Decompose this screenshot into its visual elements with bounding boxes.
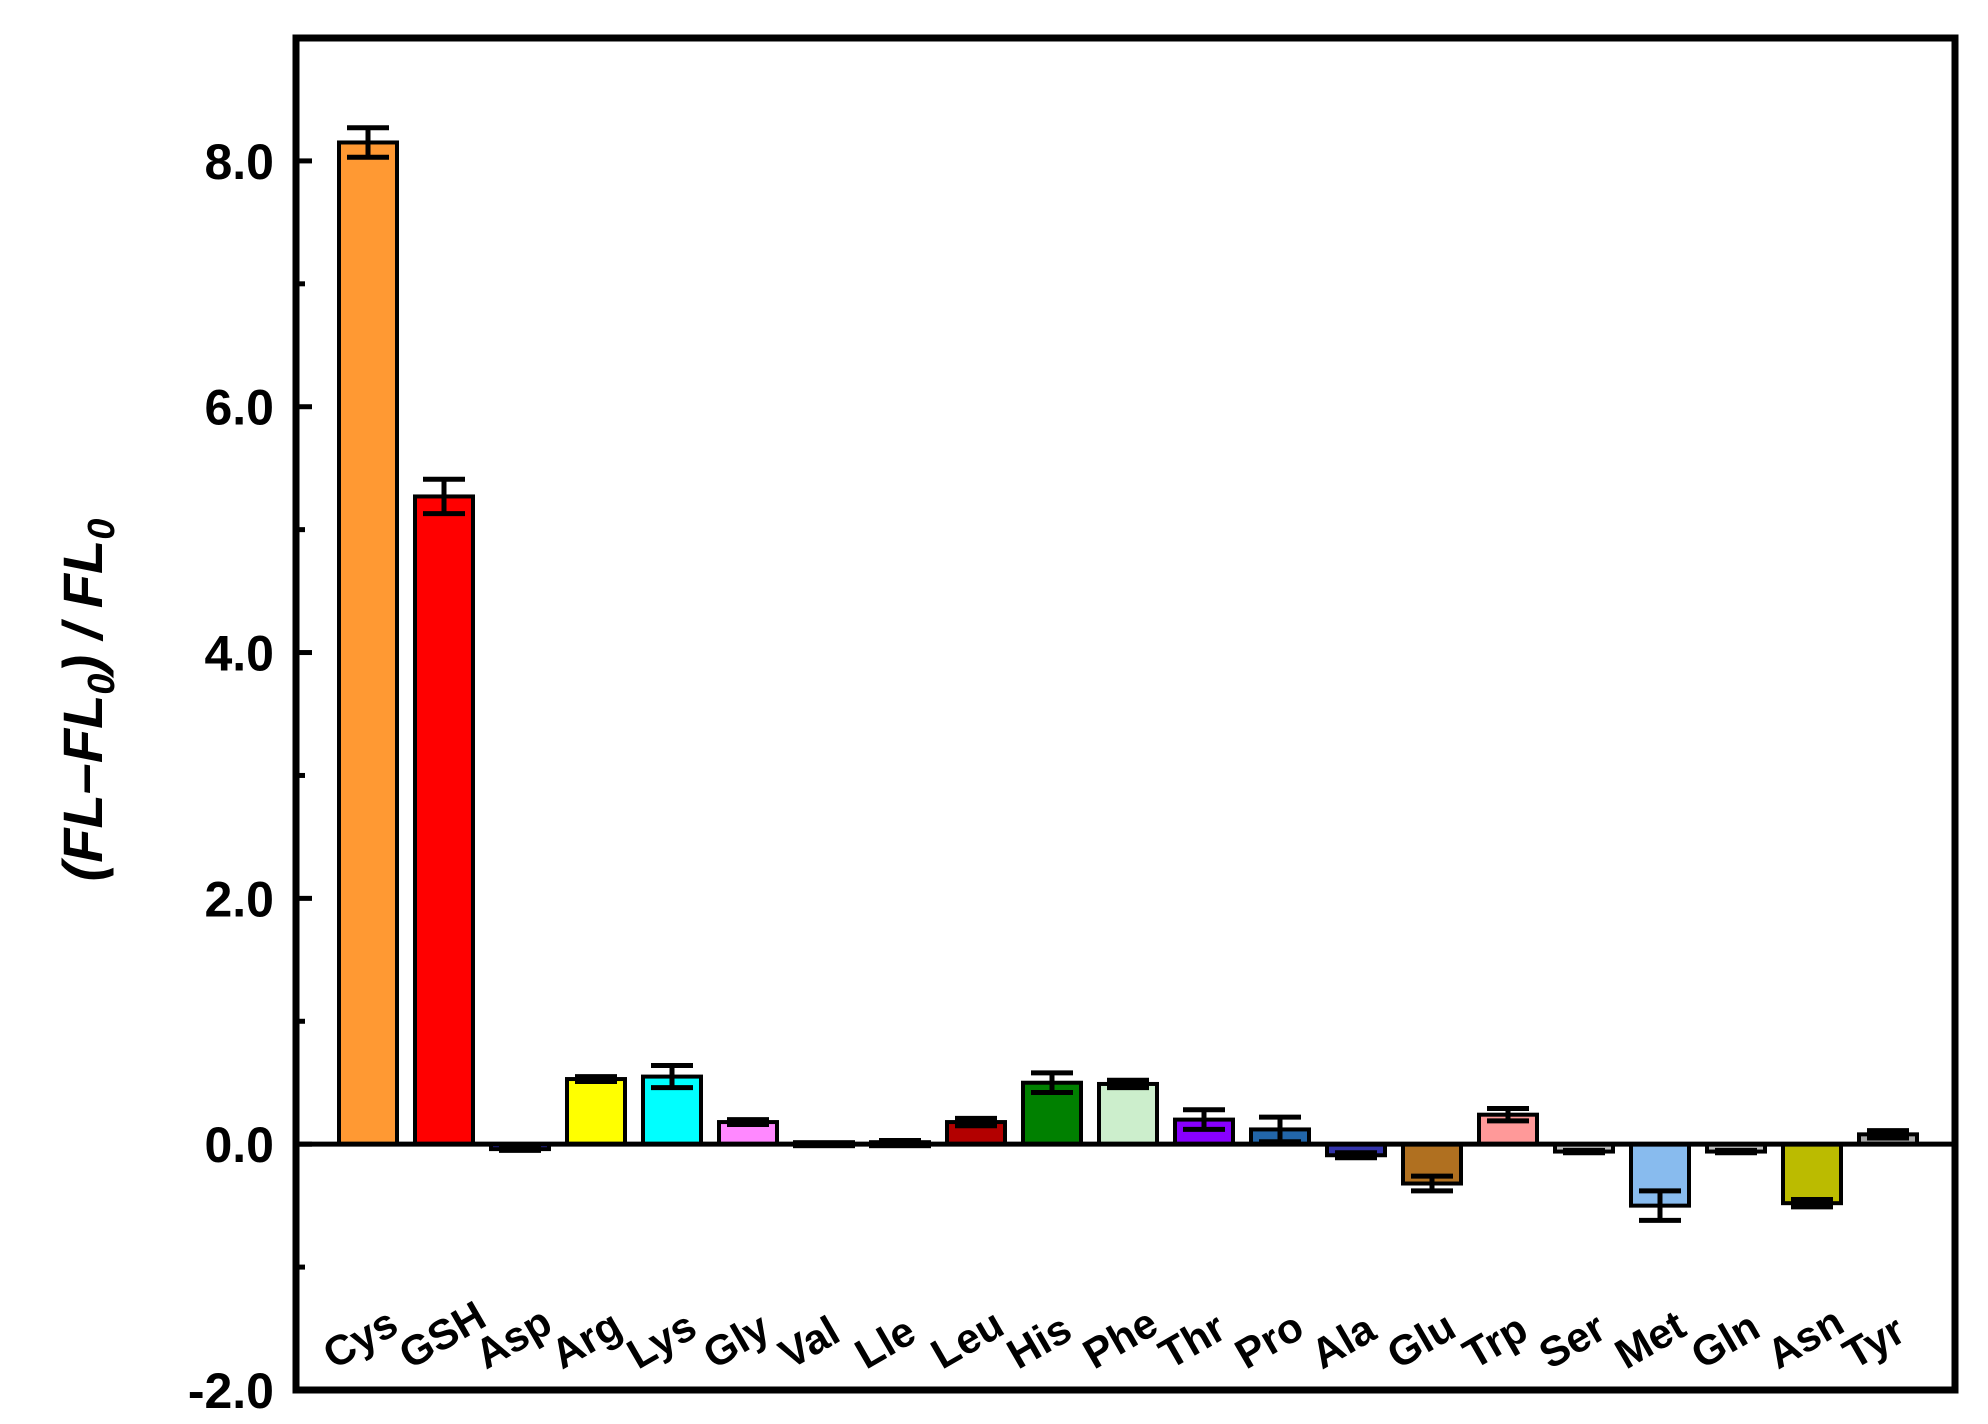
bar-cys (337, 140, 399, 1147)
y-label-mid: ) / (51, 608, 114, 678)
category-label-glu: Glu (1379, 1302, 1463, 1378)
y-label-sub-2: 0 (81, 519, 123, 540)
category-label-lys: Lys (619, 1302, 704, 1378)
category-label-arg: Arg (543, 1301, 629, 1378)
category-label-ala: Ala (1303, 1304, 1384, 1378)
bar-phe (1097, 1081, 1159, 1147)
y-tick-label: -2.0 (188, 1363, 274, 1419)
category-label-gly: Gly (695, 1303, 778, 1378)
bar-gsh (413, 494, 475, 1147)
y-label-fl-3: FL (51, 540, 114, 608)
category-label-met: Met (1607, 1301, 1693, 1378)
error-bars-group (347, 125, 1909, 1223)
bar-arg (565, 1077, 627, 1147)
y-label-minus: – (51, 763, 114, 794)
category-label-pro: Pro (1227, 1302, 1311, 1378)
category-label-trp: Trp (1455, 1304, 1535, 1377)
y-tick-label: 8.0 (204, 134, 274, 190)
y-tick-label: 6.0 (204, 380, 274, 436)
y-label-fl-2: FL (51, 695, 114, 763)
y-tick-label: 4.0 (204, 626, 274, 682)
y-tick-label: 0.0 (204, 1117, 274, 1173)
y-label-sub-1: 0 (81, 674, 123, 695)
category-label-ser: Ser (1531, 1303, 1613, 1378)
plot-frame (292, 34, 1959, 1394)
y-tick-label: 2.0 (204, 871, 274, 927)
category-label-tyr: Tyr (1835, 1306, 1912, 1378)
y-axis-ticks: 8.0 6.0 4.0 2.0 0.0 -2.0 (188, 134, 312, 1419)
category-label-leu: Leu (923, 1300, 1011, 1378)
bars-group (337, 140, 1919, 1208)
y-label-fl-1: FL (51, 794, 114, 862)
category-label-lle: Lle (847, 1307, 923, 1378)
svg-text:(FL–FL0) / FL0: (FL–FL0) / FL0 (51, 519, 123, 882)
y-axis-label: (FL–FL0) / FL0 (51, 519, 123, 882)
category-label-gln: Gln (1683, 1302, 1767, 1378)
category-label-val: Val (771, 1307, 847, 1378)
bar-asn (1781, 1142, 1843, 1206)
category-label-thr: Thr (1151, 1303, 1233, 1378)
category-label-his: His (999, 1304, 1079, 1377)
